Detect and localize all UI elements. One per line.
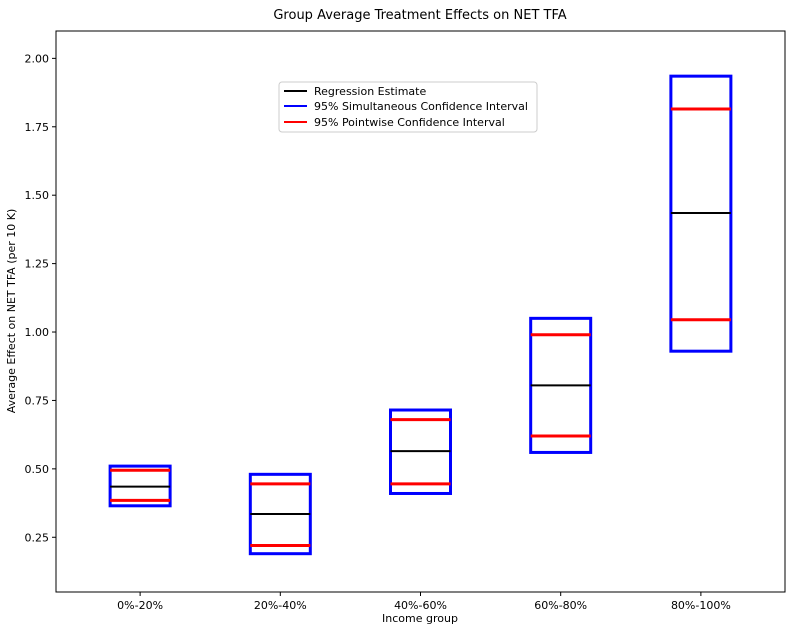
legend: Regression Estimate 95% Simultaneous Con… — [278, 81, 538, 133]
x-tick-label-1: 20%-40% — [254, 599, 307, 612]
y-tick-label-2: 0.75 — [25, 394, 50, 407]
y-tick-label-7: 2.00 — [25, 52, 50, 65]
y-tick-label-1: 0.50 — [25, 463, 50, 476]
y-tick-label-0: 0.25 — [25, 531, 50, 544]
y-axis-ticks: 0.25 0.50 0.75 1.00 1.25 1.50 1.75 2.00 — [25, 52, 56, 544]
y-tick-label-6: 1.75 — [25, 121, 50, 134]
x-tick-label-0: 0%-20% — [117, 599, 163, 612]
legend-label-pointwise: 95% Pointwise Confidence Interval — [314, 116, 505, 129]
y-axis-label: Average Effect on NET TFA (per 10 K) — [5, 209, 18, 414]
chart-title: Group Average Treatment Effects on NET T… — [273, 8, 566, 23]
x-tick-label-4: 80%-100% — [671, 599, 731, 612]
legend-label-regression: Regression Estimate — [314, 85, 426, 98]
x-tick-label-2: 40%-60% — [394, 599, 447, 612]
x-axis-label: Income group — [382, 612, 458, 625]
y-tick-label-3: 1.00 — [25, 326, 50, 339]
legend-box — [278, 81, 538, 133]
plot-marks — [108, 74, 733, 556]
x-axis-ticks: 0%-20% 20%-40% 40%-60% 60%-80% 80%-100% — [117, 592, 731, 612]
legend-label-simultaneous: 95% Simultaneous Confidence Interval — [314, 100, 528, 113]
x-tick-label-3: 60%-80% — [534, 599, 587, 612]
y-tick-label-4: 1.25 — [25, 258, 50, 271]
y-tick-label-5: 1.50 — [25, 189, 50, 202]
